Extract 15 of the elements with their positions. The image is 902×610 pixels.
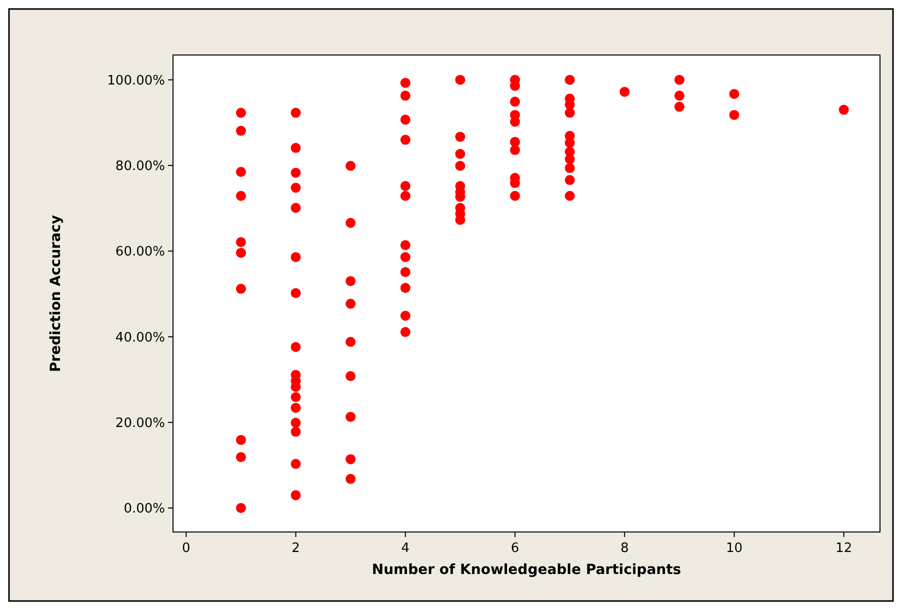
y-tick-label: 40.00%	[115, 330, 165, 346]
y-tick-label: 60.00%	[115, 244, 165, 260]
y-tick-label: 20.00%	[115, 416, 165, 431]
x-tick-label: 12	[836, 541, 852, 556]
y-tick-label: 100.00%	[107, 73, 165, 88]
x-axis-title: Number of Knowledgeable Participants	[372, 562, 682, 578]
x-tick-label: 8	[620, 541, 629, 556]
x-tick-label: 6	[510, 541, 520, 556]
y-tick-label: 80.00%	[115, 159, 165, 174]
y-axis-title: Prediction Accuracy	[48, 215, 64, 372]
x-tick-label: 2	[292, 541, 300, 556]
x-tick-label: 4	[401, 541, 410, 556]
y-tick-label: 0.00%	[124, 502, 165, 517]
x-tick-label: 0	[182, 541, 190, 556]
x-tick-label: 10	[726, 541, 742, 556]
